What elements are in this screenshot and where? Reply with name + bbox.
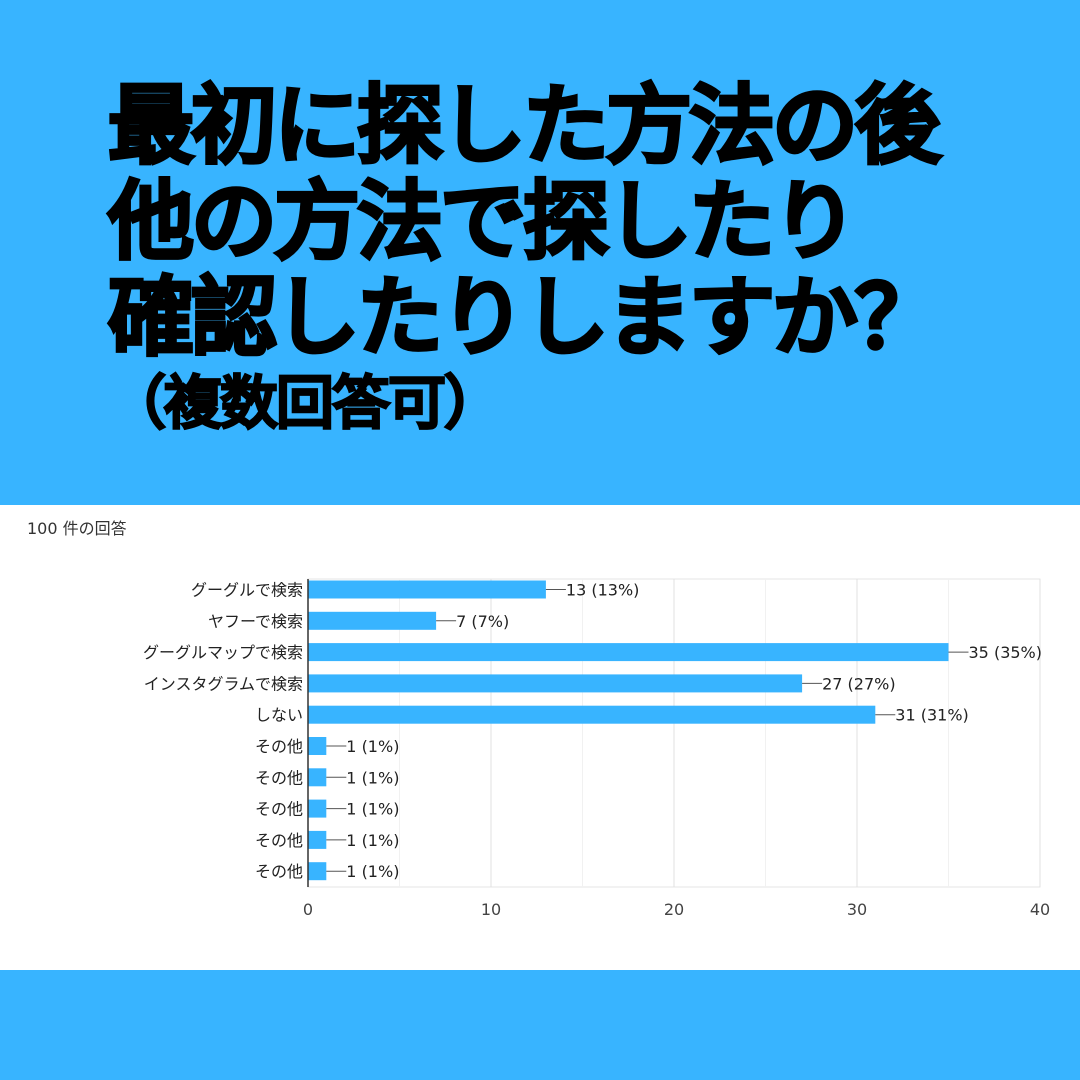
x-tick-label: 20: [664, 900, 684, 919]
data-label: 1 (1%): [346, 831, 399, 850]
category-label: その他: [255, 862, 303, 881]
category-label: その他: [255, 768, 303, 787]
data-label: 7 (7%): [456, 612, 509, 631]
x-tick-label: 10: [481, 900, 501, 919]
data-label: 1 (1%): [346, 800, 399, 819]
data-label: 35 (35%): [969, 643, 1043, 662]
bar: [308, 643, 949, 662]
title-line-1: 最初に探した方法の後: [107, 76, 943, 176]
category-label: その他: [255, 737, 303, 756]
bar-chart: 0 10 20 30 40 グーグルで検索 13 (13%) ヤフーで検索 7 (7%) グーグル…: [143, 578, 1050, 919]
title-line-4: （複数回答可）: [107, 368, 503, 438]
category-label: しない: [255, 706, 303, 725]
chart-card: 100 件の回答 0 10 20 30 40 グーグルで検索 13 (13%) ヤフーで検索 7…: [0, 505, 1080, 970]
bar: [308, 830, 327, 849]
title-line-3: 確認したりしますか？: [107, 268, 943, 368]
category-label: その他: [255, 831, 303, 850]
page-title: 最初に探した方法の後 他の方法で探したり 確認したりしますか？ （複数回答可）: [107, 76, 1068, 439]
data-label: 1 (1%): [346, 862, 399, 881]
bar: [308, 768, 327, 787]
data-label: 27 (27%): [822, 674, 896, 693]
data-label: 13 (13%): [566, 581, 640, 600]
category-label: インスタグラムで検索: [144, 674, 303, 693]
data-label: 1 (1%): [346, 737, 399, 756]
category-label: ヤフーで検索: [208, 612, 303, 631]
bar: [308, 799, 327, 818]
category-label: その他: [255, 800, 303, 819]
bar: [308, 705, 876, 724]
x-tick-label: 30: [847, 900, 867, 919]
bar: [308, 674, 803, 693]
bar: [308, 862, 327, 881]
response-count: 100 件の回答: [27, 519, 127, 538]
title-line-2: 他の方法で探したり: [107, 172, 860, 272]
data-label: 31 (31%): [895, 706, 969, 725]
category-label: グーグルマップで検索: [143, 643, 303, 662]
category-label: グーグルで検索: [191, 581, 303, 600]
bar: [308, 737, 327, 755]
bar: [308, 611, 437, 630]
x-tick-label: 40: [1030, 900, 1050, 919]
x-tick-label: 0: [303, 900, 313, 919]
data-label: 1 (1%): [346, 768, 399, 787]
bar: [308, 580, 546, 599]
